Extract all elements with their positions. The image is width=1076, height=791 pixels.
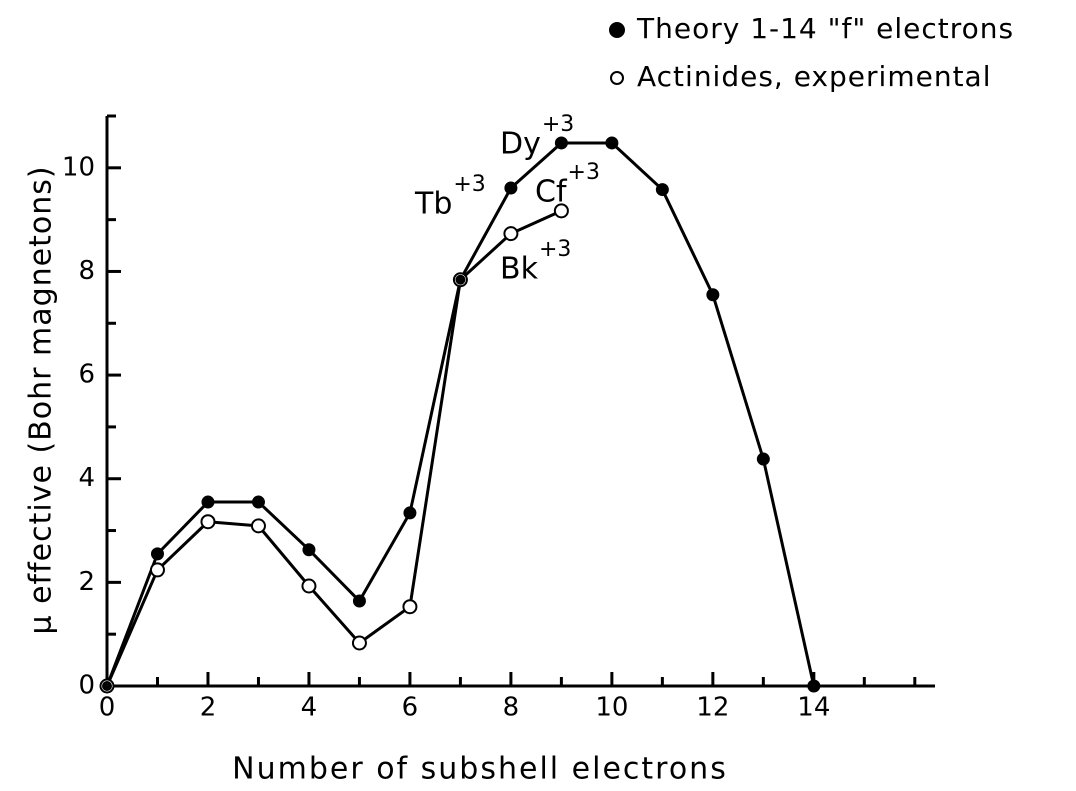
annotation: Tb xyxy=(414,187,452,222)
data-point xyxy=(250,518,266,534)
data-point-overlay xyxy=(102,681,112,691)
data-point xyxy=(200,514,216,530)
x-tick-label: 2 xyxy=(200,693,217,723)
data-point xyxy=(149,562,165,578)
data-point xyxy=(807,679,821,693)
data-point xyxy=(554,136,568,150)
data-point xyxy=(351,635,367,651)
data-point xyxy=(302,543,316,557)
data-point xyxy=(402,599,418,615)
legend-marker xyxy=(609,22,625,38)
x-tick-label: 0 xyxy=(99,693,116,723)
annotation: Dy xyxy=(500,127,541,162)
data-point xyxy=(403,506,417,520)
x-tick-label: 6 xyxy=(402,693,419,723)
data-point-overlay xyxy=(455,274,466,285)
x-tick-label: 12 xyxy=(696,693,729,723)
annotation-sup: +3 xyxy=(539,237,571,262)
y-tick-label: 8 xyxy=(78,256,95,286)
annotation: Cf xyxy=(535,175,568,210)
x-tick-label: 14 xyxy=(797,693,830,723)
x-tick-label: 10 xyxy=(595,693,628,723)
data-point xyxy=(150,547,164,561)
x-tick-label: 8 xyxy=(503,693,520,723)
data-point xyxy=(605,136,619,150)
data-point xyxy=(504,181,518,195)
data-point xyxy=(756,452,770,466)
series-line xyxy=(105,141,816,687)
data-point xyxy=(352,594,366,608)
data-point xyxy=(655,183,669,197)
series-line xyxy=(105,209,563,687)
y-tick-label: 4 xyxy=(78,463,95,493)
annotation-sup: +3 xyxy=(568,160,600,185)
data-point xyxy=(251,495,265,509)
data-point xyxy=(553,203,569,219)
x-axis-label: Number of subshell electrons xyxy=(232,752,728,787)
y-axis-label: μ effective (Bohr magnetons) xyxy=(24,165,59,634)
x-tick-label: 4 xyxy=(301,693,318,723)
data-point xyxy=(503,226,519,242)
y-tick-label: 2 xyxy=(78,567,95,597)
data-point xyxy=(301,578,317,594)
data-point xyxy=(201,495,215,509)
y-tick-label: 10 xyxy=(62,152,95,182)
annotation: Bk xyxy=(500,252,539,287)
y-tick-label: 0 xyxy=(78,671,95,701)
annotation-sup: +3 xyxy=(453,172,485,197)
legend-label: Theory 1-14 "f" electrons xyxy=(636,12,1014,45)
legend-label: Actinides, experimental xyxy=(637,60,992,93)
data-point xyxy=(706,288,720,302)
annotation-sup: +3 xyxy=(542,112,574,137)
legend-marker xyxy=(610,71,624,85)
y-tick-label: 6 xyxy=(78,360,95,390)
